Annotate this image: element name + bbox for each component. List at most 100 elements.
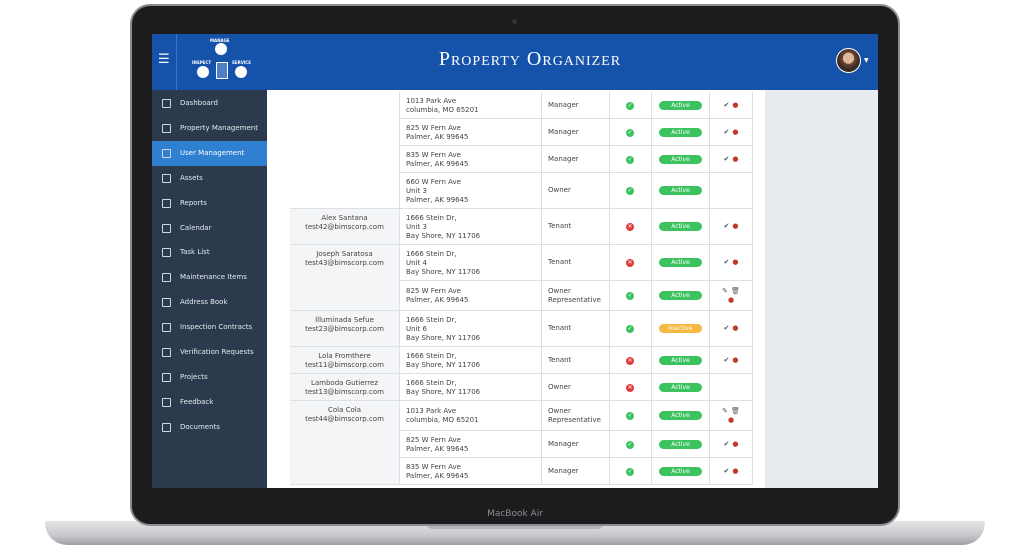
unverified-icon: ✕ [626,223,634,231]
action-user[interactable]: ● [732,466,739,475]
address-line: Bay Shore, NY 11706 [406,360,481,369]
sidebar-item[interactable]: Maintenance Items [152,265,267,290]
action-check[interactable]: ✔ [723,127,730,136]
sidebar-icon [162,99,171,108]
role-cell: Manager [542,431,610,458]
avatar-caret[interactable]: ▼ [864,57,869,64]
status-pill[interactable]: Active [659,466,702,476]
status-cell: Active [652,374,710,401]
user-cell [290,92,400,209]
address-line: Palmer, AK 99645 [406,471,469,480]
status-pill[interactable]: Active [659,258,702,267]
status-pill[interactable]: Active [659,291,702,300]
role-cell: Owner [542,173,610,209]
action-check[interactable]: ✔ [723,258,730,266]
sidebar-item[interactable]: Projects [152,365,267,390]
sidebar-label: Reports [180,198,207,207]
action-check[interactable]: ✔ [723,154,730,163]
action-check[interactable]: ✔ [723,100,730,109]
status-pill[interactable]: Active [659,382,702,392]
address-line: 1666 Stein Dr, [406,213,457,222]
verified-cell: ✓ [610,431,652,458]
verified-cell: ✓ [610,173,652,209]
status-cell: Active [652,347,710,374]
user-email: test13@bimscorp.com [305,388,384,396]
actions-cell [710,173,753,209]
action-user[interactable]: ● [732,127,739,136]
status-pill[interactable]: Active [659,411,702,420]
status-pill[interactable]: Active [659,100,702,110]
action-user[interactable]: ● [732,355,739,364]
verified-icon: ✓ [626,101,634,110]
sidebar-item[interactable]: Documents [152,415,267,440]
sidebar-item[interactable]: User Management [152,140,267,166]
address-line: 825 W Fern Ave [406,123,461,132]
action-check[interactable]: ✔ [723,324,730,332]
status-pill[interactable]: Active [659,439,702,449]
sidebar-item[interactable]: Property Management [152,116,267,141]
address-cell: 825 W Fern Ave Palmer, AK 99645 [400,119,542,146]
address-line: Bay Shore, NY 11706 [406,267,481,276]
verified-cell: ✓ [610,401,652,431]
unverified-icon: ✕ [626,259,634,267]
action-check[interactable]: ✔ [723,222,730,230]
status-pill[interactable]: Active [659,186,702,195]
action-user[interactable]: ● [732,324,739,332]
user-name: Cola Cola [327,406,362,414]
sidebar-item[interactable]: Reports [152,191,267,216]
address-cell: 1666 Stein Dr, Bay Shore, NY 11706 [400,374,542,401]
sidebar-label: Address Book [180,298,228,307]
sidebar-icon [162,198,171,208]
status-pill[interactable]: Inactive [659,324,702,333]
verified-cell: ✓ [610,92,652,119]
sidebar-item[interactable]: Inspection Contracts [152,315,267,340]
action-delete[interactable]: 🗑 [730,406,740,415]
action-user[interactable]: ● [732,100,739,109]
sidebar-item[interactable]: Verification Requests [152,340,267,365]
status-cell: Inactive [652,311,710,347]
action-user[interactable]: ● [732,222,739,230]
user-avatar[interactable] [836,48,861,73]
action-user[interactable]: ● [732,154,739,163]
address-cell: 835 W Fern Ave Palmer, AK 99645 [400,458,542,485]
user-name: Alex Santana [321,214,368,222]
verified-icon: ✓ [626,128,634,137]
sidebar-item[interactable]: Task List [152,240,267,265]
status-cell: Active [652,458,710,485]
verified-cell: ✕ [610,347,652,374]
sidebar-item[interactable]: Feedback [152,390,267,415]
sidebar-item[interactable]: Dashboard [152,91,267,116]
action-user[interactable]: ● [727,415,735,424]
status-pill[interactable]: Active [659,127,702,137]
address-cell: 1013 Park Ave columbia, MO 65201 [400,92,542,119]
sidebar: Dashboard Property Management User Managem… [152,90,267,488]
user-email: test23@bimscorp.com [305,325,384,333]
action-check[interactable]: ✔ [723,355,730,364]
status-pill[interactable]: Active [659,222,702,231]
action-check[interactable]: ✔ [723,439,730,448]
sidebar-item[interactable]: Address Book [152,290,267,315]
verified-cell: ✓ [610,458,652,485]
action-check[interactable]: ✔ [723,466,730,475]
status-pill[interactable]: Active [659,154,702,164]
action-user[interactable]: ● [732,439,739,448]
sidebar-icon [162,273,171,283]
sidebar-item[interactable]: Assets [152,166,267,191]
action-edit[interactable]: ✎ [722,406,728,415]
address-line: 1666 Stein Dr, [406,351,457,360]
role-text: Manager [548,439,579,448]
sidebar-icon [162,148,171,158]
sidebar-icon [162,173,171,183]
action-delete[interactable]: 🗑 [730,286,740,295]
role-cell: Tenant [542,245,610,281]
action-user[interactable]: ● [732,258,739,266]
status-pill[interactable]: Active [659,355,702,365]
actions-cell: ✔ ● [710,146,753,173]
action-edit[interactable]: ✎ [722,286,728,295]
action-user[interactable]: ● [727,295,735,304]
sidebar-item[interactable]: Calendar [152,216,267,241]
menu-button[interactable]: ☰ [158,52,170,67]
role-cell: Manager [542,119,610,146]
status-cell: Active [652,431,710,458]
